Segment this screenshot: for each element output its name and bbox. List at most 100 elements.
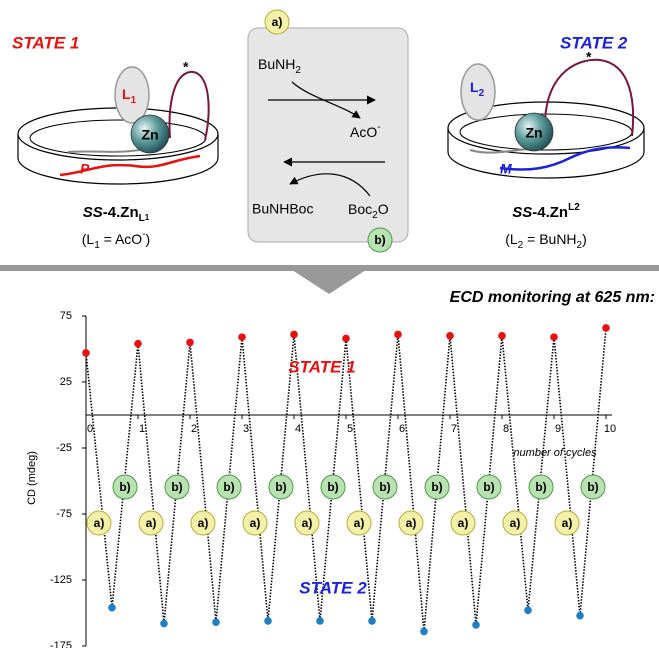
point [602,324,610,332]
text: Boc [348,201,372,217]
point [316,617,324,625]
text: -4.Zn [103,204,139,221]
badge-label: b) [119,480,130,494]
text: = AcO [100,231,143,247]
point [264,617,272,625]
point [186,339,194,347]
badge-label: a) [272,15,283,29]
series-label: STATE 1 [288,357,355,376]
point [498,332,506,340]
text: (L [82,231,95,247]
x-tick-label: 8 [503,423,509,435]
badge-label: a) [198,516,209,530]
y-tick-label: -125 [50,574,72,586]
point [238,333,246,341]
point [394,331,402,339]
text: L2 [568,202,580,213]
point [134,340,142,348]
asterisk: * [586,49,592,65]
point [108,604,116,612]
left-complex [18,67,218,184]
badge-label: b) [223,480,234,494]
text: 2 [479,88,485,99]
line-segment [450,336,476,625]
text: - [377,122,380,133]
y-tick-label: -25 [56,442,72,454]
zn-label: Zn [525,125,542,141]
y-tick-label: 75 [60,310,72,322]
badge-label: a) [406,516,417,530]
badge-label: b) [431,480,442,494]
x-tick-label: 10 [604,423,616,435]
asterisk: * [183,59,189,75]
x-tick-label: 6 [399,423,405,435]
product: AcO- [350,122,381,140]
line-segment [554,337,580,616]
point [472,621,480,629]
text: O [378,201,389,217]
badge-label: a) [562,516,573,530]
y-axis-title: CD (mdeg) [26,451,38,505]
chart-title: ECD monitoring at 625 nm: [450,289,655,306]
line-segment [502,336,528,611]
line-segment [190,342,216,622]
text: 2 [295,65,301,76]
badge-label: a) [250,516,261,530]
text: ) [582,231,587,247]
point [368,617,376,625]
point [550,333,558,341]
separator-arrow [289,268,369,294]
state-2-label: STATE 2 [560,33,628,52]
x-tick-label: 0 [87,423,93,435]
text: 1 [131,95,137,106]
ligand-def: (L2 = BuNH2) [505,231,587,251]
x-tick-label: 7 [451,423,457,435]
helix-label: M [500,161,512,177]
badge-label: a) [510,516,521,530]
badge-label: a) [458,516,469,530]
right-complex [448,60,644,178]
x-axis-title: number of cycles [513,447,597,459]
product: BuNHBoc [252,201,313,217]
point [420,628,428,636]
complex-name: SS-4.ZnL2 [512,202,580,221]
badge-label: a) [146,516,157,530]
figure: STATE 1 STATE 2 * L1 Zn P SS-4.ZnL1 (L1 … [0,0,659,648]
x-tick-label: 4 [295,423,301,435]
x-tick-label: 1 [139,423,145,435]
text: SS [83,204,103,221]
badge-label: a) [302,516,313,530]
badge-label: a) [354,516,365,530]
line-segment [580,328,606,616]
line-segment [398,334,424,631]
y-tick-label: -75 [56,508,72,520]
point [576,612,584,620]
y-tick-label: -175 [50,640,72,648]
state-1-label: STATE 1 [12,33,79,52]
x-tick-label: 9 [555,423,561,435]
x-tick-label: 2 [191,423,197,435]
point [82,349,90,357]
text: = BuNH [523,231,576,247]
complex-name: SS-4.ZnL1 [83,204,150,224]
y-tick-label: 25 [60,376,72,388]
badge-label: b) [587,480,598,494]
line-segment [138,344,164,624]
badge-label: b) [379,480,390,494]
helix-label: P [80,161,90,177]
line-segment [86,353,112,608]
text: 1 [145,213,150,222]
text: ) [146,231,151,247]
zn-label: Zn [141,127,158,143]
point [524,607,532,615]
text: -4.Zn [532,204,568,221]
point [290,331,298,339]
point [446,332,454,340]
ligand-def: (L1 = AcO-) [82,229,150,251]
line-segment [528,337,554,610]
badge-label: b) [483,480,494,494]
line-segment [242,337,268,621]
x-tick-label: 3 [243,423,249,435]
series-label: STATE 2 [299,578,367,597]
badge-label: b) [374,233,385,247]
